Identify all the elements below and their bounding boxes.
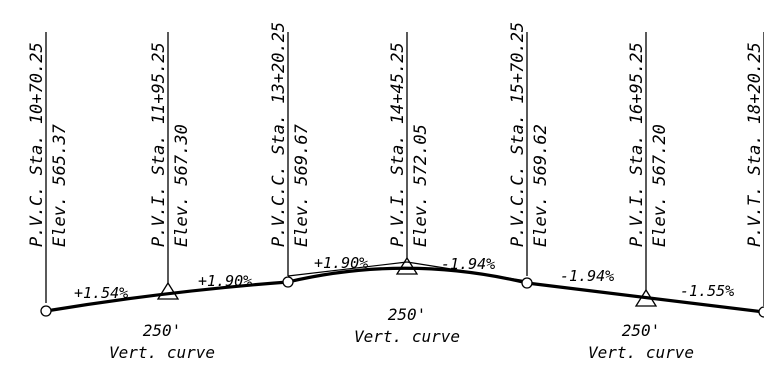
grade-label-2: +1.90%: [198, 272, 252, 290]
grade-label-5: -1.94%: [560, 267, 614, 285]
station-elev-5: Elev. 569.62: [531, 124, 551, 247]
curve-label-1: Vert. curve: [109, 343, 215, 362]
station-elev-6: Elev. 567.20: [650, 124, 670, 247]
curve-length-3: 250': [622, 321, 661, 340]
station-elev-1: Elev. 565.37: [50, 123, 70, 247]
pvi-triangle-3: [634, 288, 658, 307]
station-label-3: P.V.C.C. Sta. 13+20.25: [269, 22, 289, 247]
curve-length-1: 250': [143, 321, 182, 340]
station-label-2: P.V.I. Sta. 11+95.25: [149, 42, 169, 247]
station-label-6: P.V.I. Sta. 16+95.25: [627, 42, 647, 247]
pvt-point: [758, 306, 764, 318]
station-label-4: P.V.I. Sta. 14+45.25: [388, 42, 408, 247]
pvcc-point-1: [282, 276, 294, 288]
station-label-7: P.V.T. Sta. 18+20.25: [745, 42, 764, 247]
grade-label-3: +1.90%: [314, 254, 368, 272]
grade-label-4: -1.94%: [441, 255, 495, 273]
station-label-1: P.V.C. Sta. 10+70.25: [27, 42, 47, 247]
pvi-triangle-2: [395, 256, 419, 275]
grade-label-6: -1.55%: [680, 282, 734, 300]
grade-label-1: +1.54%: [74, 284, 128, 302]
pvi-triangle-1: [156, 281, 180, 300]
profile-grade-line: [44, 266, 764, 314]
station-elev-3: Elev. 569.67: [292, 123, 312, 247]
station-elev-4: Elev. 572.05: [411, 124, 431, 247]
pvc-point: [40, 305, 52, 317]
station-elev-2: Elev. 567.30: [172, 124, 192, 247]
tangent-line-1: [287, 261, 408, 277]
curve-length-2: 250': [388, 305, 427, 324]
curve-label-2: Vert. curve: [354, 327, 460, 346]
station-label-5: P.V.C.C. Sta. 15+70.25: [508, 22, 528, 247]
pvcc-point-2: [521, 277, 533, 289]
curve-label-3: Vert. curve: [588, 343, 694, 362]
